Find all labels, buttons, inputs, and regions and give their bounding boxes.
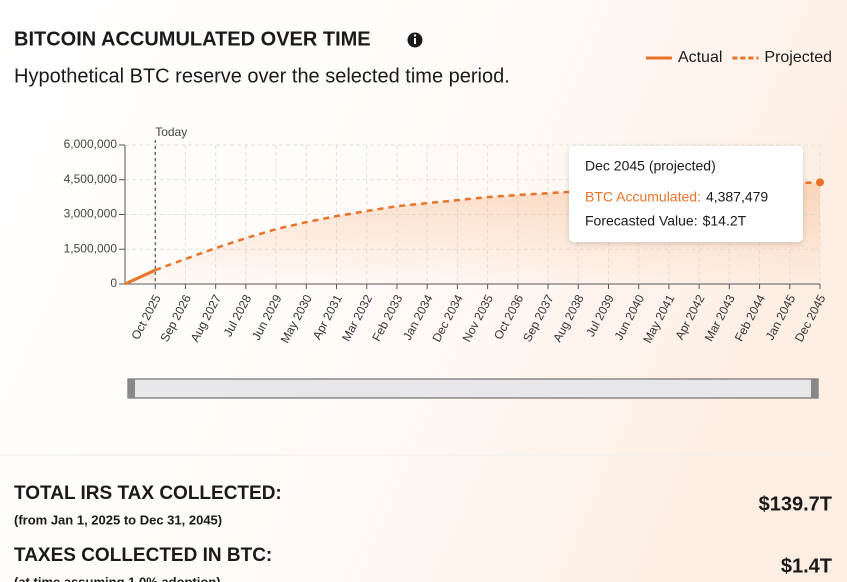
title: BITCOIN ACCUMULATED OVER TIME	[14, 28, 371, 50]
tooltip-value: 4,387,479	[706, 189, 768, 205]
tooltip-label: BTC Accumulated:	[585, 189, 701, 205]
tooltip-box	[569, 146, 803, 242]
tooltip-title: Dec 2045 (projected)	[585, 158, 716, 174]
y-tick-label: 6,000,000	[64, 137, 118, 151]
range-slider[interactable]	[127, 378, 819, 399]
subtitle: Hypothetical BTC reserve over the select…	[14, 65, 510, 87]
summary-value: $1.4T	[781, 555, 832, 577]
summary-note: (from Jan 1, 2025 to Dec 31, 2045)	[14, 512, 222, 527]
tooltip-label: Forecasted Value:	[585, 213, 698, 229]
summary-note: (at time assuming 1.0% adoption)	[14, 574, 221, 582]
y-tick-label: 4,500,000	[64, 172, 118, 186]
legend-label: Projected	[764, 49, 832, 66]
info-icon[interactable]	[407, 32, 423, 48]
summary-value: $139.7T	[759, 493, 832, 515]
legend-label: Actual	[678, 49, 722, 66]
y-tick-label: 0	[110, 276, 117, 290]
tooltip-value: $14.2T	[703, 213, 747, 229]
line	[124, 268, 156, 286]
hover-point	[816, 178, 824, 187]
y-tick-label: 3,000,000	[64, 207, 118, 221]
summary-title: TOTAL IRS TAX COLLECTED:	[14, 483, 282, 504]
summary-title: TAXES COLLECTED IN BTC:	[14, 545, 272, 566]
legend: Projected Actual	[645, 49, 832, 66]
today-label: Today	[155, 125, 187, 139]
tooltip: Dec 2045 (projected) BTC Accumulated: 4,38…	[569, 146, 803, 242]
y-tick-label: 1,500,000	[64, 241, 118, 255]
